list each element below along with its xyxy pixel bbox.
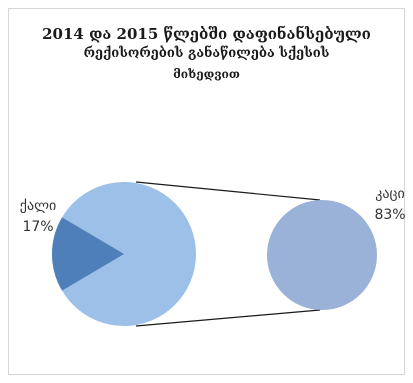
connector-line-bottom <box>135 309 321 327</box>
pie-slice-female <box>52 217 124 291</box>
chart-title-line-3: მიხედვით <box>173 67 240 81</box>
data-label-male-name: კაცი <box>375 186 405 202</box>
connector-line-top <box>135 181 321 201</box>
data-label-male-value: 83% <box>374 207 405 223</box>
chart-frame <box>8 8 405 375</box>
chart-title: 2014 და 2015 წლებში დაფინანსებული რექისო… <box>0 24 413 84</box>
data-label-female-name: ქალი <box>20 198 56 214</box>
chart-title-line-1: 2014 და 2015 წლებში დაფინანსებული <box>42 25 371 43</box>
chart-title-line-2: რექისორების განაწილება სქესის <box>83 46 330 61</box>
secondary-pie-male <box>267 200 377 310</box>
data-label-female-value: 17% <box>22 219 53 235</box>
